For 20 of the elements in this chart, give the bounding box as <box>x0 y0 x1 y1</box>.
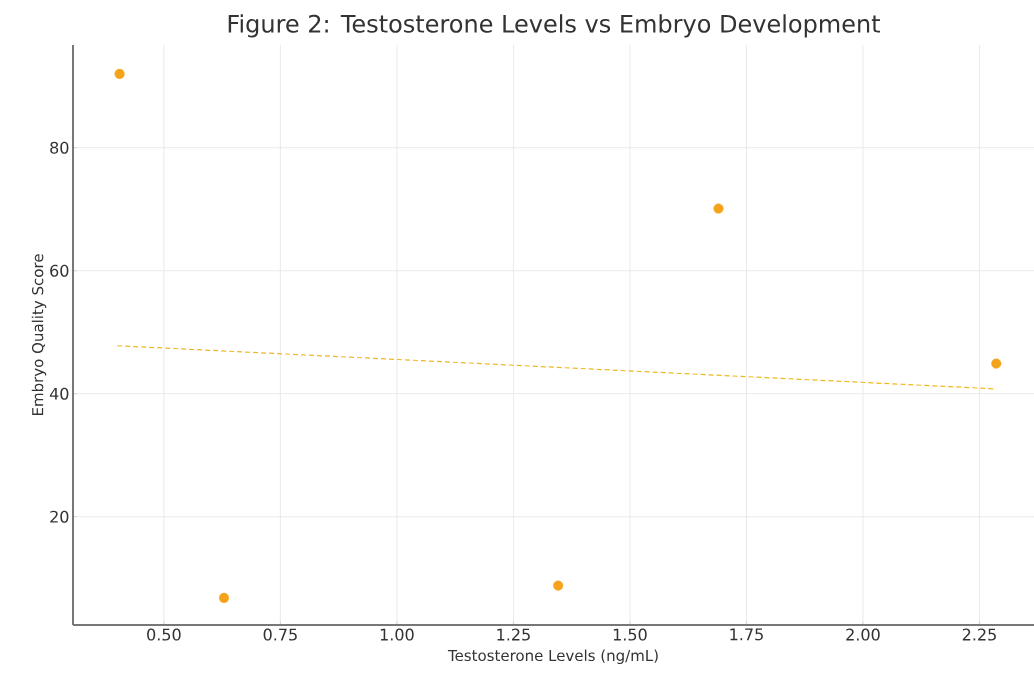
x-tick-label: 1.25 <box>497 628 530 641</box>
point <box>114 68 125 79</box>
x-tick-label: 0.75 <box>263 628 297 641</box>
x-tick-label: 1.50 <box>613 628 647 641</box>
y-tick-label: 20 <box>50 510 69 523</box>
x-tick-label: 1.75 <box>730 628 763 641</box>
x-tick-label: 1.00 <box>380 628 414 641</box>
chart-title: Figure 2: Testosterone Levels vs Embryo Development <box>228 14 881 38</box>
point <box>713 203 724 214</box>
y-axis-title: Embryo Quality Score <box>31 254 47 415</box>
x-tick-label: 2.00 <box>846 628 880 641</box>
y-tick-label: 40 <box>49 387 69 400</box>
x-tick-label: 2.25 <box>962 628 996 641</box>
x-tick-label: 0.50 <box>147 628 181 641</box>
point <box>553 580 564 591</box>
point <box>991 358 1002 369</box>
y-tick-label: 60 <box>50 264 69 277</box>
x-axis-title: Testosterone Levels (ng/mL) <box>447 649 658 664</box>
y-tick-label: 80 <box>50 141 69 154</box>
point <box>219 592 230 603</box>
